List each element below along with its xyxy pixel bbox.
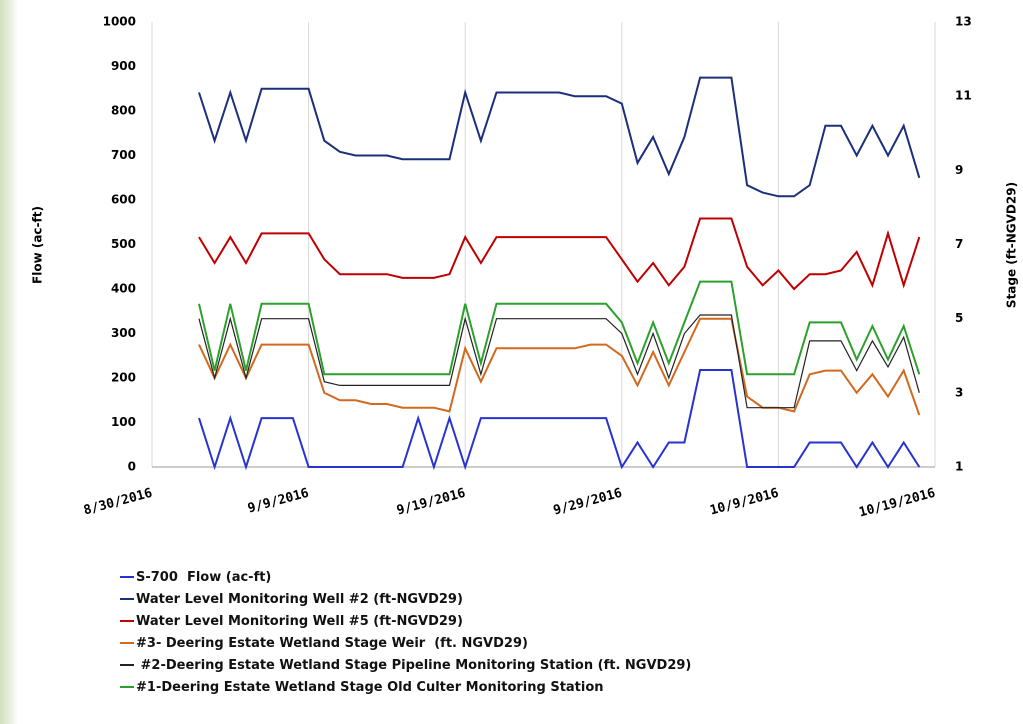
x-tick-label: 10/9/2016 (708, 486, 780, 519)
y-axis-label: Flow (ac-ft) (31, 206, 45, 284)
legend-item: Water Level Monitoring Well #2 (ft-NGVD2… (120, 588, 691, 610)
y-tick-label: 400 (111, 282, 136, 296)
legend-label: Water Level Monitoring Well #2 (ft-NGVD2… (136, 591, 463, 607)
y2-axis-label: Stage (ft-NGVD29) (1005, 182, 1019, 308)
y2-tick-label: 11 (955, 89, 972, 103)
series-line (198, 217, 921, 291)
legend: S-700 Flow (ac-ft) Water Level Monitoring… (120, 566, 691, 698)
y-tick-label: 100 (111, 415, 136, 429)
y-tick-label: 300 (111, 326, 136, 340)
y-tick-label: 800 (111, 104, 136, 118)
legend-swatch (120, 598, 134, 600)
y2-tick-label: 13 (955, 15, 972, 29)
y2-tick-label: 9 (955, 163, 963, 177)
series-line (198, 369, 921, 471)
legend-label: #3- Deering Estate Wetland Stage Weir (f… (136, 635, 528, 651)
x-tick-label: 9/29/2016 (552, 486, 624, 519)
y-tick-label: 1000 (103, 15, 136, 29)
x-tick-label: 9/19/2016 (395, 486, 467, 519)
y-tick-label: 600 (111, 193, 136, 207)
x-tick-label: 10/19/2016 (857, 486, 937, 521)
legend-label: S-700 Flow (ac-ft) (136, 569, 272, 585)
y2-tick-label: 3 (955, 385, 963, 399)
y-tick-label: 200 (111, 371, 136, 385)
legend-item: Water Level Monitoring Well #5 (ft-NGVD2… (120, 610, 691, 632)
y-tick-label: 700 (111, 148, 136, 162)
x-tick-label: 8/30/2016 (82, 486, 154, 519)
y-tick-label: 500 (111, 237, 136, 251)
legend-label: #2-Deering Estate Wetland Stage Pipeline… (136, 657, 692, 673)
x-tick-label: 9/9/2016 (246, 486, 311, 517)
y2-tick-label: 5 (955, 311, 963, 325)
y-tick-label: 900 (111, 59, 136, 73)
legend-label: #1-Deering Estate Wetland Stage Old Cult… (136, 679, 604, 695)
legend-item: S-700 Flow (ac-ft) (120, 566, 691, 588)
legend-item: #2-Deering Estate Wetland Stage Pipeline… (120, 654, 691, 676)
legend-label: Water Level Monitoring Well #5 (ft-NGVD2… (136, 613, 463, 629)
series-line (198, 317, 921, 416)
y-tick-label: 0 (128, 460, 136, 474)
legend-item: #3- Deering Estate Wetland Stage Weir (f… (120, 632, 691, 654)
series-line (198, 314, 920, 409)
series-line (198, 76, 921, 198)
legend-swatch (120, 576, 134, 578)
legend-swatch (120, 664, 134, 666)
chart: Flow (ac-ft) Stage (ft-NGVD29) 0 100 200 30… (31, 15, 1019, 521)
legend-swatch (120, 620, 134, 622)
legend-swatch (120, 642, 134, 644)
y2-tick-label: 1 (955, 460, 963, 474)
legend-item: #1-Deering Estate Wetland Stage Old Cult… (120, 676, 691, 698)
legend-swatch (120, 686, 134, 688)
y2-tick-label: 7 (955, 237, 963, 251)
series-line (198, 280, 921, 376)
